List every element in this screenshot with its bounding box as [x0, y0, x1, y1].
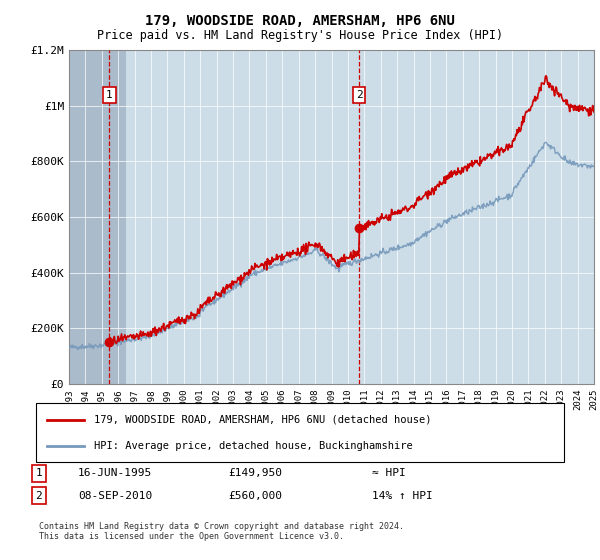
- Bar: [69, 50, 127, 384]
- FancyBboxPatch shape: [36, 403, 564, 462]
- Text: Price paid vs. HM Land Registry's House Price Index (HPI): Price paid vs. HM Land Registry's House …: [97, 29, 503, 42]
- Text: 1: 1: [106, 90, 113, 100]
- Text: 16-JUN-1995: 16-JUN-1995: [78, 468, 152, 478]
- Text: 14% ↑ HPI: 14% ↑ HPI: [372, 491, 433, 501]
- Text: 2: 2: [35, 491, 43, 501]
- Text: ≈ HPI: ≈ HPI: [372, 468, 406, 478]
- Text: Contains HM Land Registry data © Crown copyright and database right 2024.
This d: Contains HM Land Registry data © Crown c…: [39, 522, 404, 542]
- Text: HPI: Average price, detached house, Buckinghamshire: HPI: Average price, detached house, Buck…: [94, 441, 413, 451]
- Text: 2: 2: [356, 90, 362, 100]
- Text: 08-SEP-2010: 08-SEP-2010: [78, 491, 152, 501]
- Text: 179, WOODSIDE ROAD, AMERSHAM, HP6 6NU (detached house): 179, WOODSIDE ROAD, AMERSHAM, HP6 6NU (d…: [94, 414, 431, 424]
- Text: £560,000: £560,000: [228, 491, 282, 501]
- Text: 179, WOODSIDE ROAD, AMERSHAM, HP6 6NU: 179, WOODSIDE ROAD, AMERSHAM, HP6 6NU: [145, 14, 455, 28]
- Text: £149,950: £149,950: [228, 468, 282, 478]
- Text: 1: 1: [35, 468, 43, 478]
